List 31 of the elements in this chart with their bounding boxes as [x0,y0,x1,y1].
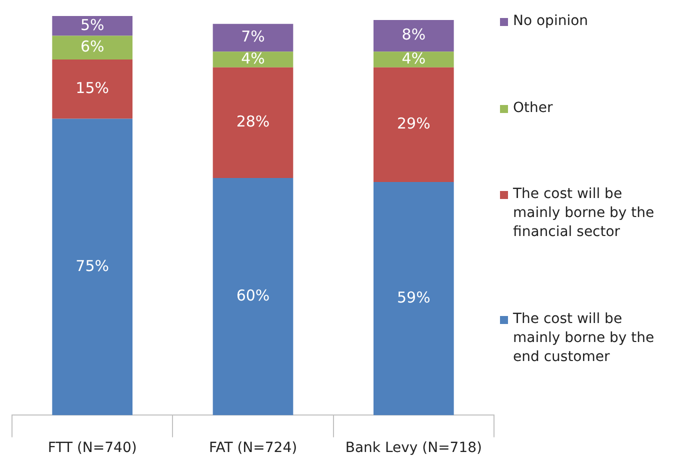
bar [52,59,132,119]
data-label: 75% [76,256,110,275]
bar [52,16,132,36]
bar [374,52,454,68]
data-label: 59% [396,288,430,306]
data-label: 29% [396,114,430,133]
data-label: 6% [80,38,104,56]
legend-label: The cost will be mainly borne by the end customer [513,310,656,367]
bar [52,118,132,416]
bar [212,67,294,178]
legend-label: The cost will be mainly borne by the financial sector [513,185,656,242]
legend-label: Other [513,98,553,118]
bar [374,20,454,52]
legend-label: No opinion [513,12,588,31]
data-label: 60% [236,286,270,305]
data-label: 7% [241,28,265,46]
data-label: 8% [402,26,426,44]
bar [212,24,294,52]
x-tick-label: FAT (N=724) [208,440,298,456]
data-label: 4% [241,49,265,68]
data-label: 15% [76,79,110,98]
bar [374,67,454,182]
x-tick-label: FTT (N=740) [48,440,137,456]
bar [212,52,294,68]
bar [374,182,454,416]
x-tick-label: Bank Levy (N=718) [345,440,482,456]
bar [212,178,294,416]
data-label: 4% [402,49,426,68]
bar [52,36,132,60]
data-label: 5% [80,16,104,34]
data-label: 28% [236,112,270,131]
